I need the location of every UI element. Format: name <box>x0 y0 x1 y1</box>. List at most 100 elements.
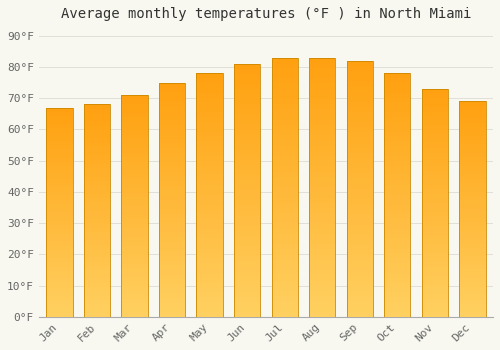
Bar <box>309 120 336 125</box>
Bar <box>46 137 72 141</box>
Bar <box>460 209 485 214</box>
Bar <box>84 198 110 202</box>
Bar <box>234 165 260 170</box>
Bar <box>46 141 72 145</box>
Bar <box>46 225 72 229</box>
Bar <box>384 244 410 248</box>
Bar <box>309 223 336 229</box>
Bar <box>309 68 336 73</box>
Bar <box>272 260 298 265</box>
Bar <box>272 208 298 213</box>
Bar <box>196 73 223 78</box>
Bar <box>422 212 448 216</box>
Bar <box>159 106 185 111</box>
Bar <box>84 194 110 198</box>
Bar <box>159 153 185 158</box>
Bar <box>84 108 110 113</box>
Bar <box>159 251 185 256</box>
Bar <box>46 258 72 262</box>
Bar <box>234 135 260 140</box>
Bar <box>460 274 485 278</box>
Bar <box>196 88 223 93</box>
Bar <box>460 300 485 304</box>
Bar <box>272 203 298 208</box>
Bar <box>84 185 110 189</box>
Bar <box>46 116 72 120</box>
Bar <box>84 300 110 304</box>
Bar <box>384 302 410 307</box>
Bar <box>234 89 260 94</box>
Bar <box>422 235 448 239</box>
Bar <box>84 147 110 151</box>
Bar <box>122 162 148 166</box>
Bar <box>272 109 298 114</box>
Bar <box>196 200 223 205</box>
Bar <box>460 157 485 162</box>
Bar <box>46 149 72 154</box>
Bar <box>84 206 110 211</box>
Bar <box>346 127 373 132</box>
Bar <box>346 86 373 91</box>
Bar <box>234 99 260 104</box>
Bar <box>422 139 448 144</box>
Bar <box>309 63 336 68</box>
Bar <box>422 253 448 258</box>
Bar <box>84 117 110 121</box>
Bar <box>460 248 485 252</box>
Bar <box>159 265 185 270</box>
Bar <box>384 88 410 93</box>
Bar <box>309 83 336 89</box>
Bar <box>46 162 72 166</box>
Bar <box>272 130 298 135</box>
Bar <box>196 161 223 166</box>
Bar <box>122 193 148 197</box>
Bar <box>46 229 72 233</box>
Bar <box>384 205 410 210</box>
Bar <box>159 181 185 186</box>
Bar <box>84 126 110 130</box>
Bar <box>234 220 260 226</box>
Bar <box>84 164 110 168</box>
Bar <box>196 297 223 302</box>
Bar <box>234 205 260 211</box>
Bar <box>159 209 185 214</box>
Bar <box>46 237 72 241</box>
Bar <box>84 189 110 194</box>
Bar <box>384 151 410 156</box>
Bar <box>309 172 336 177</box>
Bar <box>346 153 373 158</box>
Bar <box>196 205 223 210</box>
Bar <box>234 185 260 190</box>
Bar <box>460 183 485 188</box>
Bar <box>422 144 448 148</box>
Bar <box>84 181 110 185</box>
Bar <box>460 214 485 218</box>
Bar <box>346 271 373 276</box>
Bar <box>234 155 260 160</box>
Bar <box>422 294 448 299</box>
Bar <box>84 151 110 155</box>
Bar <box>346 81 373 86</box>
Bar <box>46 216 72 221</box>
Bar <box>84 232 110 236</box>
Bar <box>460 244 485 248</box>
Bar <box>384 219 410 224</box>
Bar <box>159 190 185 195</box>
Bar <box>234 180 260 185</box>
Bar <box>84 283 110 287</box>
Bar <box>309 109 336 114</box>
Bar <box>272 254 298 260</box>
Bar <box>309 104 336 109</box>
Bar <box>460 270 485 274</box>
Bar <box>422 276 448 280</box>
Bar <box>84 308 110 313</box>
Bar <box>346 209 373 214</box>
Bar <box>272 151 298 156</box>
Bar <box>196 175 223 180</box>
Bar <box>234 109 260 114</box>
Bar <box>384 93 410 98</box>
Bar <box>460 170 485 175</box>
Bar <box>309 99 336 104</box>
Bar <box>272 172 298 177</box>
Bar <box>122 179 148 184</box>
